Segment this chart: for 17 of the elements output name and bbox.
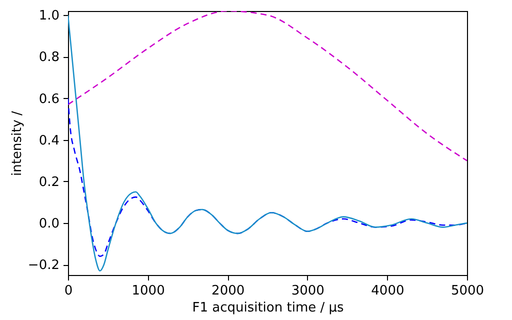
x-axis-title: F1 acquisition time / µs: [192, 300, 344, 316]
x-tick-label: 0: [64, 284, 73, 298]
y-tick-label: 0.0: [38, 216, 60, 232]
x-tick-label: 3000: [291, 284, 324, 298]
y-tick-label: −0.2: [28, 258, 60, 274]
y-tick-label: 1.0: [38, 8, 60, 24]
y-tick-label: 0.4: [38, 133, 60, 148]
y-tick-label: 0.6: [38, 92, 60, 107]
x-tick-label: 1000: [132, 284, 165, 298]
x-tick-label: 4000: [371, 284, 404, 298]
y-axis-title: intensity /: [10, 110, 25, 176]
y-tick-label: 0.2: [38, 174, 60, 190]
y-tick-label: 0.8: [38, 50, 60, 66]
line-series: [68, 11, 467, 162]
line-series: [68, 14, 467, 272]
x-tick-label: 5000: [450, 284, 484, 298]
x-tick-label: 2000: [212, 284, 245, 298]
